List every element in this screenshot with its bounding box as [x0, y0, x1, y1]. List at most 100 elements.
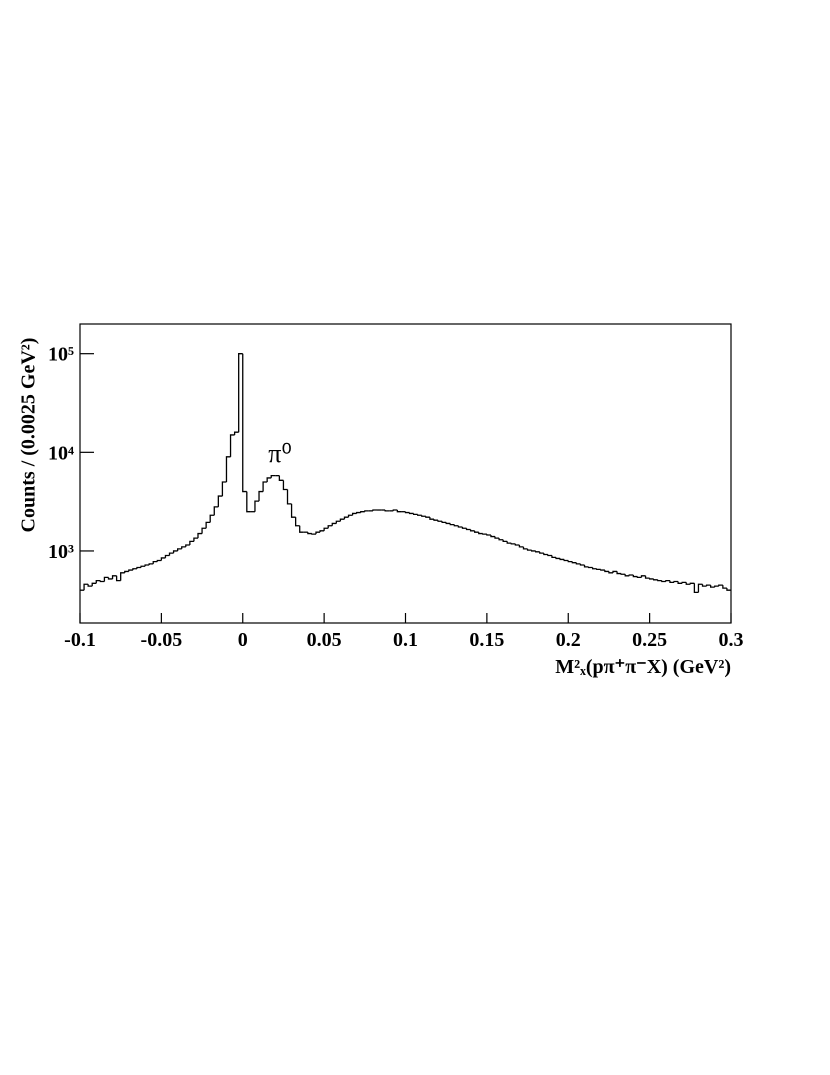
- histogram-bin: [685, 582, 691, 585]
- histogram-bin: [604, 570, 609, 573]
- histogram-bin: [205, 521, 211, 529]
- histogram-bin: [209, 514, 215, 523]
- histogram-bin: [612, 570, 618, 573]
- histogram-bin: [575, 562, 581, 565]
- histogram-bin: [583, 565, 589, 568]
- histogram-bin: [315, 531, 321, 535]
- histogram-bin: [620, 573, 626, 575]
- histogram-bin: [514, 543, 520, 546]
- histogram-bin: [510, 543, 516, 545]
- histogram-bin: [152, 560, 158, 564]
- histogram-bin: [103, 576, 109, 582]
- histogram-bin: [486, 534, 491, 536]
- x-tick-label: 0.15: [469, 629, 504, 651]
- histogram-bin: [347, 514, 353, 518]
- histogram-bin: [181, 546, 186, 549]
- histogram-bin: [111, 575, 117, 579]
- x-tick-label: 0.3: [719, 629, 744, 651]
- histogram-bin: [567, 560, 573, 563]
- histogram-bin: [697, 583, 703, 593]
- histogram-bin: [290, 503, 296, 518]
- histogram-bin: [551, 555, 557, 559]
- histogram-bin: [616, 571, 622, 575]
- histogram-bin: [449, 523, 455, 526]
- histogram-bin: [445, 522, 451, 525]
- y-tick-label: 10⁵: [48, 344, 74, 366]
- histogram-bin: [661, 580, 666, 583]
- histogram-bin: [644, 575, 650, 579]
- histogram-bin: [396, 510, 402, 513]
- histogram-bin: [718, 584, 723, 587]
- histogram-bin: [144, 564, 150, 567]
- histogram-bin: [132, 568, 137, 571]
- histogram-bin: [246, 491, 251, 513]
- histogram-bin: [665, 579, 670, 582]
- histogram-bin: [636, 576, 642, 578]
- histogram-bin: [319, 530, 325, 533]
- histogram-bin: [392, 509, 398, 511]
- histogram-bin: [433, 519, 439, 521]
- x-tick-label: 0.1: [393, 629, 418, 651]
- histogram-bin: [242, 353, 247, 493]
- histogram-bin: [217, 495, 223, 507]
- histogram-bin: [299, 525, 304, 533]
- histogram-bin: [168, 552, 174, 556]
- histogram-bin: [156, 559, 162, 562]
- histogram-bin: [262, 481, 268, 492]
- histogram-bin: [482, 533, 487, 535]
- histogram-bin: [286, 489, 292, 505]
- histogram-bin: [189, 540, 194, 545]
- histogram-bin: [356, 511, 361, 514]
- histogram-bin: [364, 510, 369, 512]
- histogram-bin: [185, 544, 190, 547]
- histogram-bin: [164, 554, 170, 558]
- histogram-bin: [233, 431, 239, 435]
- histogram-bin: [705, 584, 711, 587]
- histogram-bin: [555, 557, 561, 560]
- histogram-bin: [628, 574, 634, 576]
- histogram-bin: [193, 537, 198, 542]
- histogram-bin: [543, 553, 548, 556]
- histogram-bin: [412, 513, 418, 516]
- histogram-bin: [592, 567, 597, 570]
- histogram-bin: [494, 536, 500, 539]
- histogram-bin: [437, 520, 443, 522]
- histogram-bin: [83, 583, 89, 591]
- histogram-bin: [213, 506, 219, 516]
- histogram-bin: [600, 569, 605, 571]
- x-tick-label: -0.05: [141, 629, 183, 651]
- histogram-bin: [648, 578, 654, 580]
- histogram-bin: [632, 575, 638, 578]
- histogram-bin: [282, 480, 288, 491]
- histogram-bin: [417, 514, 422, 516]
- histogram-bin: [469, 529, 475, 532]
- histogram-bin: [608, 571, 614, 574]
- histogram-bin: [360, 511, 365, 513]
- histogram-bin: [571, 561, 577, 564]
- histogram-bin: [465, 528, 471, 531]
- histogram-bin: [441, 521, 447, 523]
- histogram-bin: [726, 588, 731, 591]
- histogram-bin: [335, 520, 341, 524]
- histogram-bin: [238, 353, 243, 433]
- histogram-bin: [490, 535, 496, 538]
- histogram-bin: [339, 518, 345, 522]
- histogram-bin: [99, 580, 105, 583]
- histogram-bin: [404, 511, 410, 514]
- histogram-bin: [506, 541, 512, 544]
- y-tick-label: 10³: [48, 541, 74, 563]
- x-tick-label: 0.25: [632, 629, 667, 651]
- histogram-bin: [270, 475, 276, 478]
- histogram-bin: [140, 565, 146, 568]
- histogram-bin: [91, 582, 97, 587]
- histogram-bin: [323, 527, 329, 531]
- histogram-bin: [453, 524, 459, 527]
- histogram-bin: [596, 568, 601, 571]
- histogram-bin: [331, 522, 337, 526]
- histogram-bin: [120, 572, 125, 581]
- histogram-bin: [535, 550, 540, 553]
- histogram-bin: [657, 579, 662, 582]
- histogram-bin: [710, 585, 715, 588]
- histogram-bin: [714, 585, 719, 588]
- histogram-bin: [722, 585, 727, 589]
